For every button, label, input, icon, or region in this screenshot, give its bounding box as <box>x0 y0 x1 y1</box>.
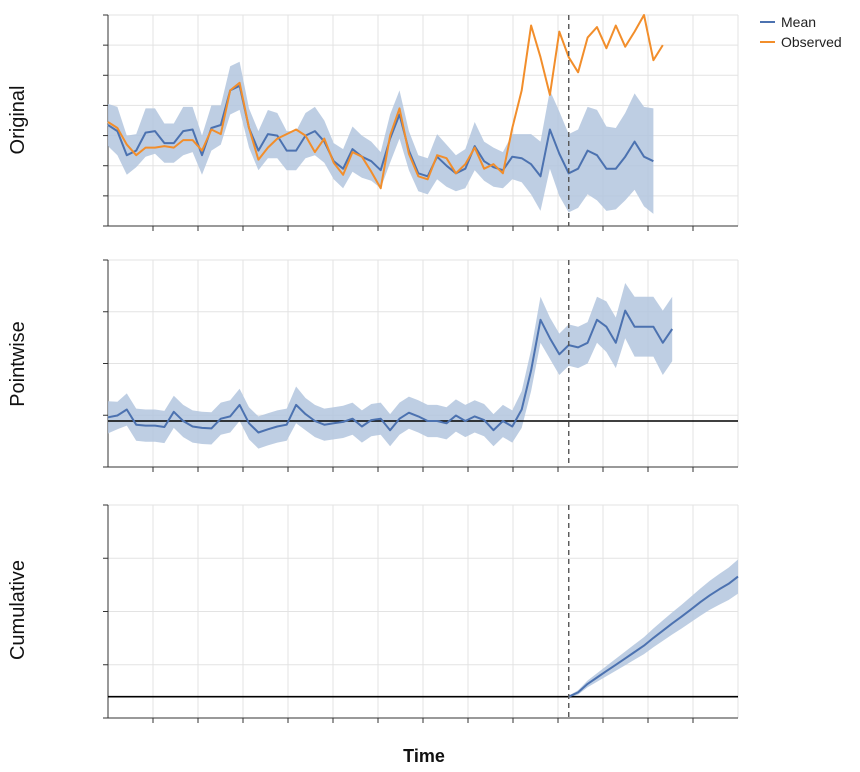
legend: Mean Observed <box>760 14 842 50</box>
panel-label-original: Original <box>7 86 29 155</box>
panel-label-cumulative: Cumulative <box>7 560 29 660</box>
band-original <box>108 61 654 214</box>
panel-label-pointwise: Pointwise <box>7 321 29 407</box>
panel-original <box>103 14 739 231</box>
legend-label-observed: Observed <box>781 34 842 50</box>
x-axis-label: Time <box>403 746 445 766</box>
band-cumulative <box>568 559 738 698</box>
series-observed-original <box>107 14 664 190</box>
legend-label-mean: Mean <box>781 14 816 30</box>
series-mean-cumulative <box>568 575 739 698</box>
panel-cumulative <box>103 504 739 723</box>
band-pointwise <box>108 283 673 449</box>
panel-pointwise <box>103 259 739 472</box>
series-mean-pointwise <box>107 309 674 434</box>
panels-layer <box>103 14 739 723</box>
